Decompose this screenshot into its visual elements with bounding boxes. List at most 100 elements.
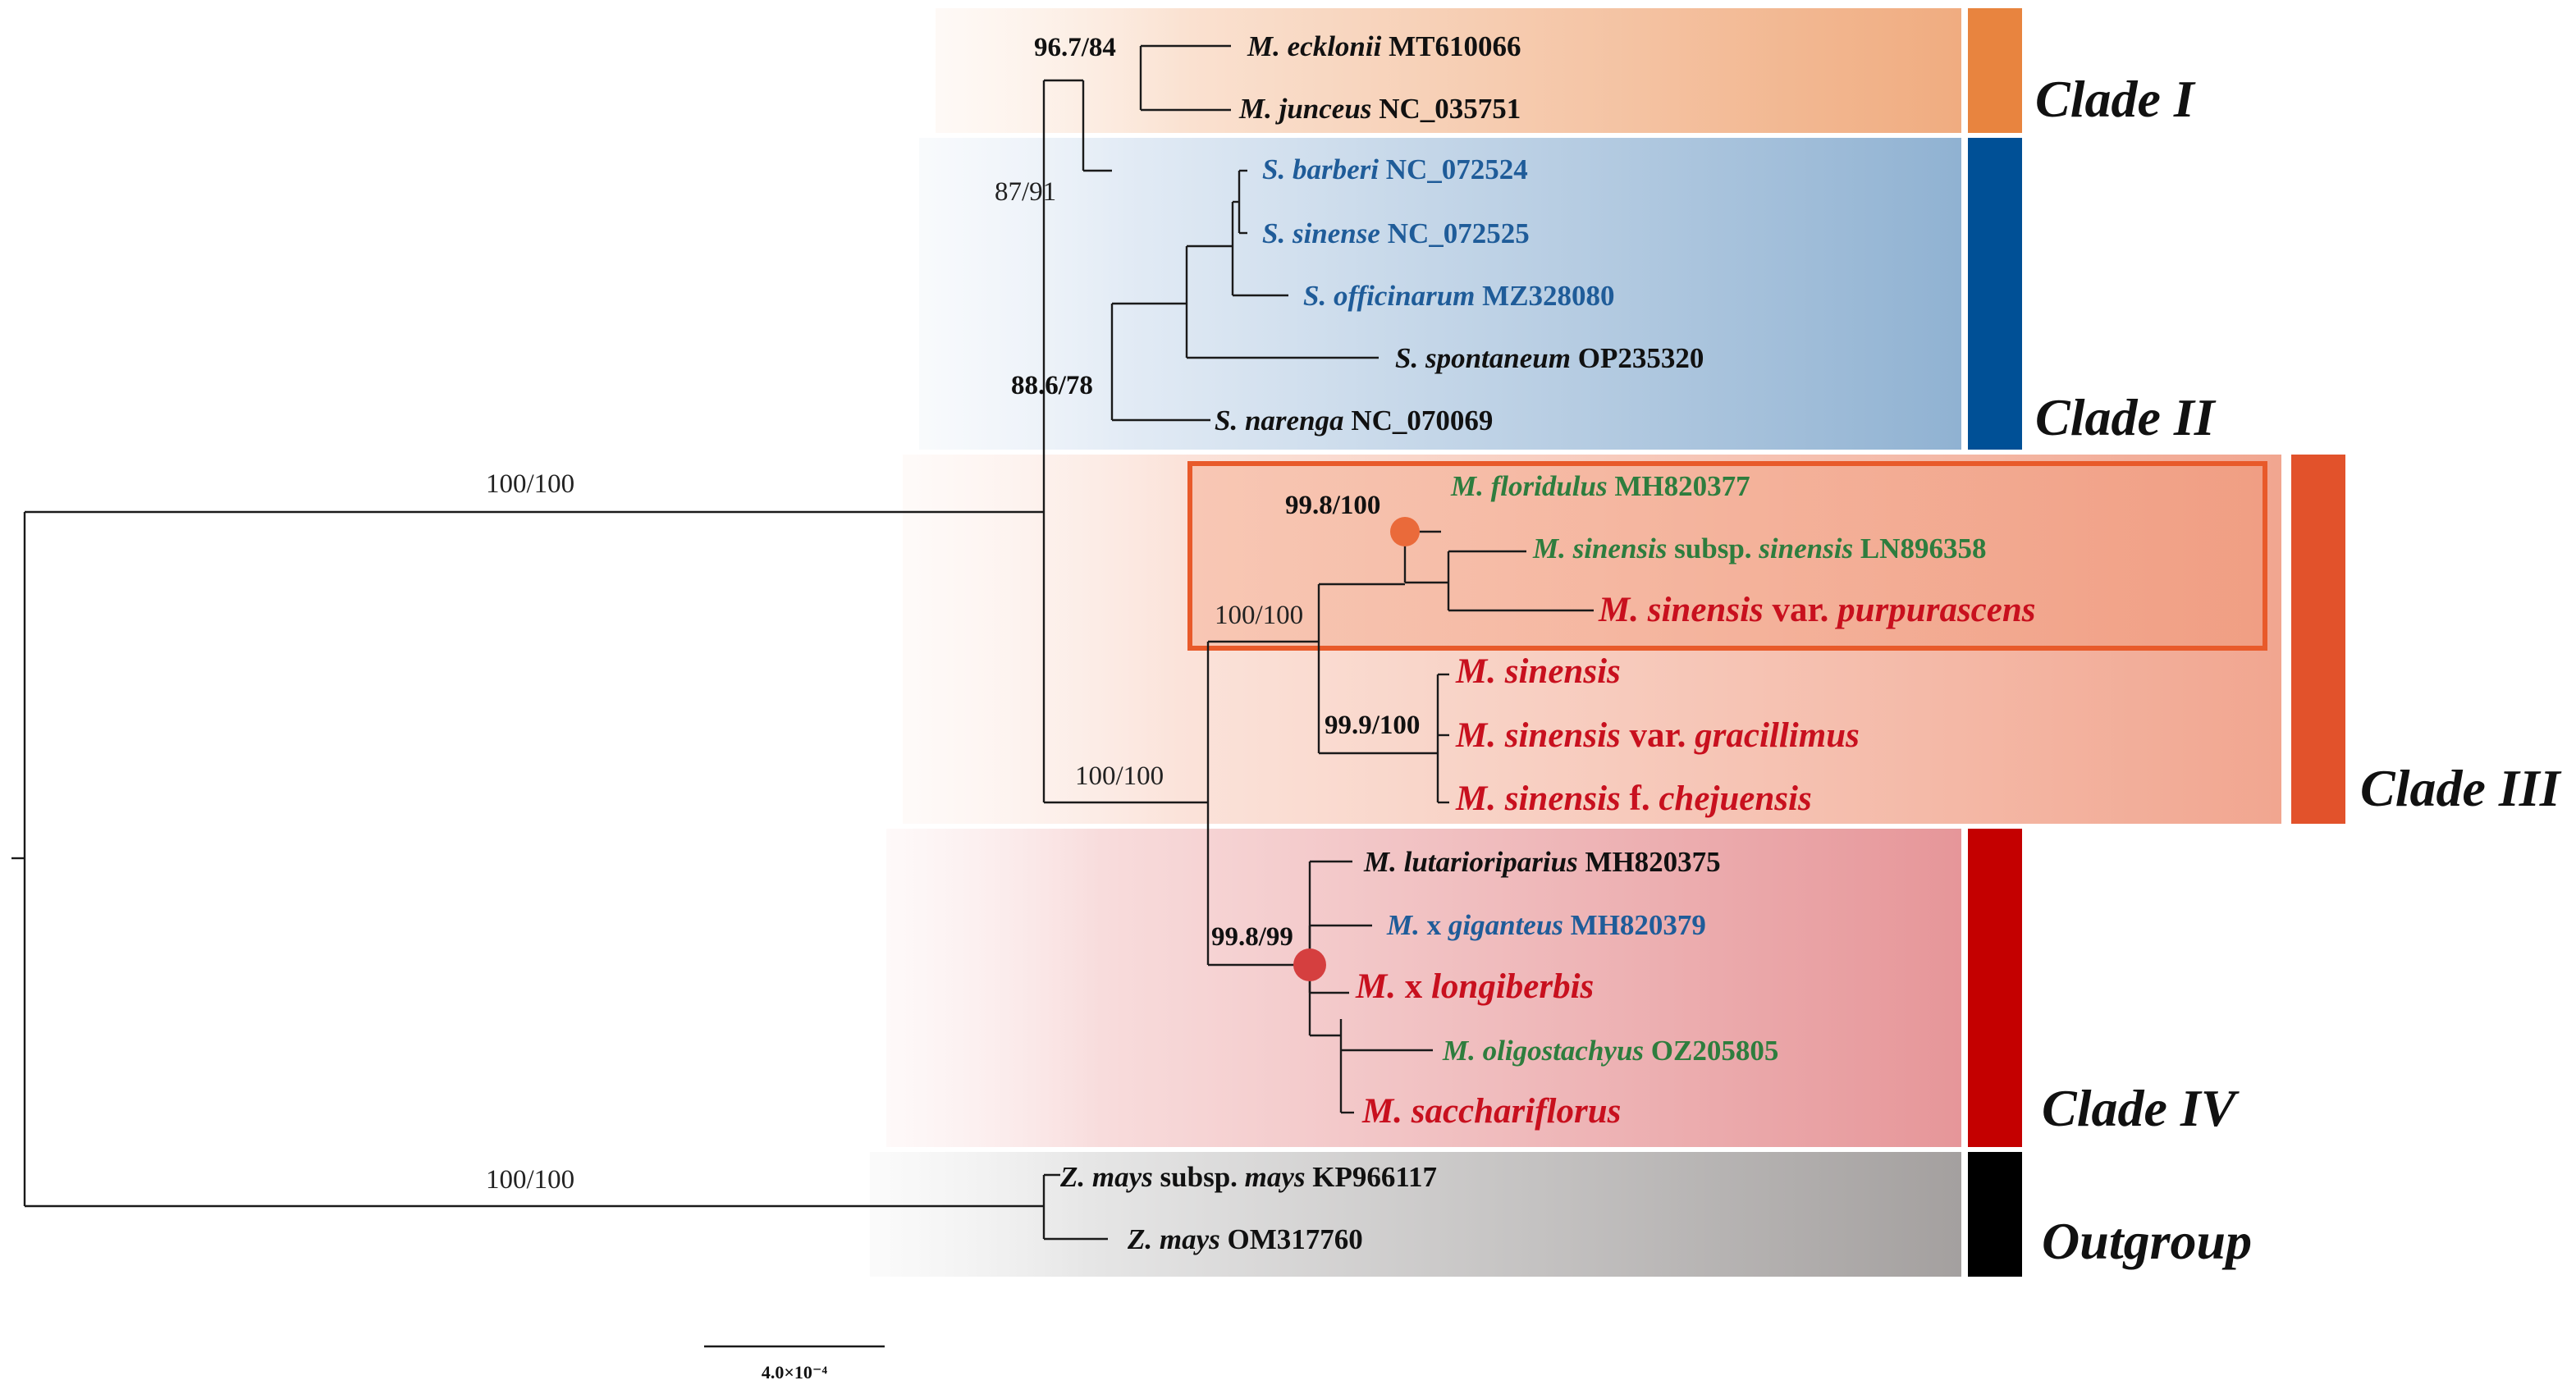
taxon-text: MZ328080 [1475,280,1614,312]
taxon-name-italic: chejuensis [1659,779,1811,818]
taxon-text: subsp. [1153,1161,1245,1193]
taxon-name-italic: M. [1386,909,1420,941]
outgroup-band [870,1152,1961,1277]
taxon-name-italic: purpurascens [1834,591,2035,629]
taxon-label: S. barberi NC_072524 [1262,153,1528,185]
taxon-text: NC_035751 [1371,93,1521,125]
taxon-text: f. [1621,779,1659,818]
taxon-text: MH820375 [1578,846,1721,878]
taxon-name-italic: S. barberi [1262,153,1379,185]
taxon-label: M. ecklonii MT610066 [1247,30,1521,62]
taxon-label: M. oligostachyus OZ205805 [1442,1035,1778,1067]
taxon-text: LN896358 [1853,532,1986,564]
taxon-text: x [1420,909,1448,941]
taxon-name-italic: M. ecklonii [1247,30,1382,62]
purpurascens-highlight-box [1187,461,2267,651]
taxon-label: M. junceus NC_035751 [1238,93,1521,125]
taxon-name-italic: Z. mays [1059,1161,1153,1193]
taxon-labels: M. ecklonii MT610066 M. junceus NC_03575… [1059,30,2036,1255]
taxon-text: MT610066 [1381,30,1521,62]
clade-II-band [919,138,1961,450]
taxon-name-italic: Z. mays [1127,1223,1220,1255]
taxon-label: M. x giganteus MH820379 [1386,909,1706,941]
taxon-name-italic: M. oligostachyus [1442,1035,1644,1067]
taxon-text: MH820377 [1608,470,1750,502]
taxon-text: MH820379 [1563,909,1706,941]
clade-label: Outgroup [2042,1212,2252,1270]
taxon-text: var. [1621,716,1695,755]
taxon-text: KP966117 [1306,1161,1437,1193]
clade-II-bar [1968,138,2022,450]
floridulus-node-marker [1390,517,1420,546]
taxon-name-italic: mays [1245,1161,1306,1193]
taxon-name-italic: S. narenga [1215,404,1344,436]
support-value: 100/100 [486,469,574,499]
scale-bar-label: 4.0×10⁻⁴ [762,1362,828,1383]
clade-III-bar [2291,455,2345,824]
taxon-label: M. sinensis f. chejuensis [1455,779,1812,818]
taxon-name-italic: S. spontaneum [1395,342,1571,374]
tree-branches [11,44,1594,1241]
taxon-text: OM317760 [1220,1223,1363,1255]
clade-IV-bar [1968,829,2022,1147]
taxon-label: M. x longiberbis [1355,967,1594,1006]
taxon-label: S. narenga NC_070069 [1215,404,1493,436]
support-value: 100/100 [1215,601,1303,630]
support-value: 87/91 [995,177,1056,207]
taxon-label: S. officinarum MZ328080 [1303,280,1615,312]
taxon-name-italic: M. sinensis [1455,652,1621,691]
taxon-name-italic: M. sacchariflorus [1361,1092,1621,1131]
taxon-name-italic: M. floridulus [1450,470,1608,502]
taxon-label: S. spontaneum OP235320 [1395,342,1704,374]
support-values: 96.7/84 87/91 88.6/78 100/100 99.8/100 1… [486,33,1420,1195]
taxon-text: NC_072524 [1379,153,1528,185]
taxon-name-italic: longiberbis [1431,967,1594,1006]
clade-label: Clade IV [2042,1079,2240,1137]
support-value: 100/100 [486,1165,574,1195]
clade-labels: Clade I Clade II Clade III Clade IV Outg… [2035,70,2562,1270]
taxon-label: S. sinense NC_072525 [1262,217,1530,249]
taxon-text: OZ205805 [1644,1035,1778,1067]
outgroup-bar [1968,1152,2022,1277]
taxon-label: M. sinensis [1455,652,1621,691]
clade-IV-node-marker [1293,948,1326,981]
clade-I-band [936,8,1961,133]
taxon-text: subsp. [1667,532,1759,564]
clade-IV-band [886,829,1961,1147]
support-value: 99.8/99 [1211,922,1293,952]
taxon-label: Z. mays OM317760 [1127,1223,1363,1255]
taxon-name-italic: M. junceus [1238,93,1371,125]
clade-label: Clade III [2360,759,2562,817]
taxon-text: NC_070069 [1344,404,1494,436]
clade-label: Clade I [2035,70,2196,128]
support-value: 100/100 [1075,761,1164,791]
clade-label: Clade II [2035,388,2217,446]
taxon-text: OP235320 [1571,342,1704,374]
taxon-name-italic: M. lutarioriparius [1363,846,1578,878]
taxon-name-italic: M. sinensis [1455,716,1621,755]
taxon-label: M. sacchariflorus [1361,1092,1621,1131]
taxon-label: M. sinensis var. gracillimus [1455,716,1860,755]
taxon-label: M. sinensis var. purpurascens [1598,591,2036,629]
taxon-name-italic: M. sinensis [1455,779,1621,818]
support-value: 96.7/84 [1034,33,1116,62]
taxon-name-italic: giganteus [1448,909,1563,941]
taxon-label: M. floridulus MH820377 [1450,470,1750,502]
taxon-name-italic: sinensis [1758,532,1853,564]
support-value: 99.8/100 [1285,491,1380,520]
taxon-label: M. sinensis subsp. sinensis LN896358 [1532,532,1986,564]
taxon-text: x [1396,967,1431,1006]
taxon-name-italic: M. sinensis [1532,532,1667,564]
taxon-label: M. lutarioriparius MH820375 [1363,846,1721,878]
taxon-name-italic: gracillimus [1694,716,1860,755]
taxon-text: NC_072525 [1380,217,1530,249]
support-value: 88.6/78 [1011,371,1093,400]
support-value: 99.9/100 [1325,711,1420,740]
taxon-name-italic: M. [1355,967,1396,1006]
taxon-name-italic: S. sinense [1262,217,1380,249]
taxon-label: Z. mays subsp. mays KP966117 [1059,1161,1437,1193]
taxon-name-italic: S. officinarum [1303,280,1475,312]
taxon-name-italic: M. sinensis [1598,591,1764,629]
clade-I-bar [1968,8,2022,133]
